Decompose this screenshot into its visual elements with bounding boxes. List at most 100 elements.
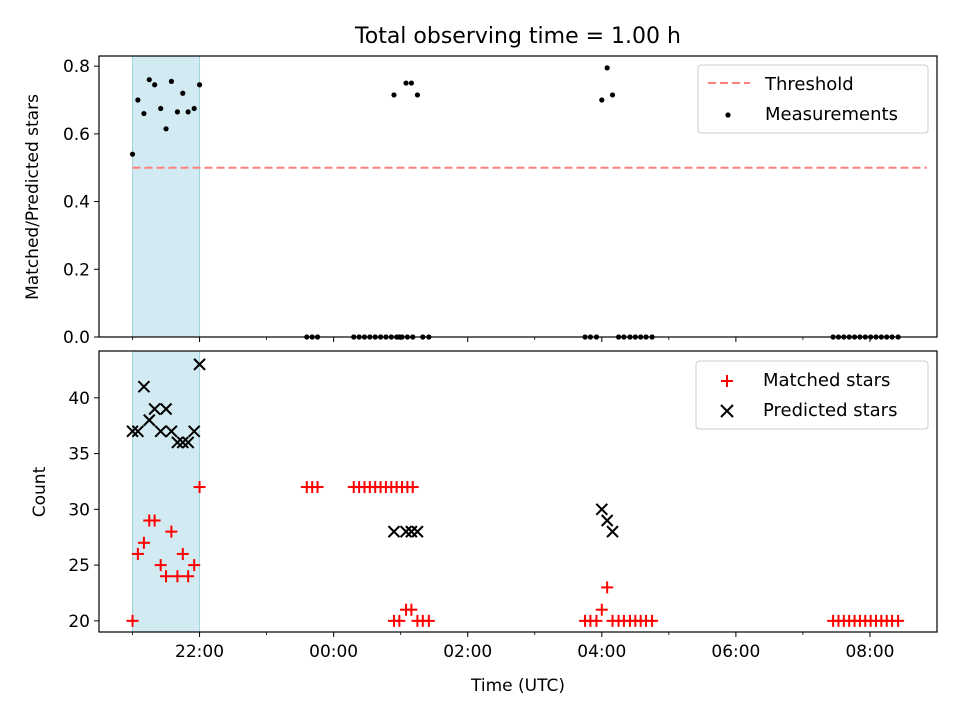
measurement-point: [191, 105, 197, 112]
predicted-star-point: [411, 525, 424, 538]
matched-star-point: [646, 614, 659, 627]
measurement-point: [180, 90, 186, 96]
measurement-point: [185, 109, 191, 115]
measurement-point: [129, 151, 136, 157]
predicted-star-point: [595, 503, 609, 516]
predicted-star-point: [148, 402, 161, 416]
measurements-legend-label: Measurements: [765, 104, 898, 125]
count-shaded-window: [132, 350, 201, 633]
matched-star-point: [601, 581, 614, 594]
predicted-star-point: [154, 425, 167, 438]
matched-star-point: [892, 614, 905, 627]
ratio-y-tick-label: 0.4: [63, 193, 90, 213]
matched-star-points: [126, 481, 905, 627]
predicted-star-point: [126, 425, 139, 438]
ratio-y-axis: 0.0 0.2 0.4 0.6 0.8: [63, 57, 99, 348]
predicted-star-point: [171, 436, 184, 449]
measurement-point: [403, 80, 409, 86]
matched-star-point: [182, 570, 195, 583]
matched-star-point: [406, 481, 419, 494]
measurement-point: [158, 105, 164, 112]
measurement-point: [174, 109, 181, 115]
measurement-point: [391, 92, 397, 98]
measurement-point: [414, 92, 421, 98]
count-x-tick-label: 02:00: [443, 642, 492, 662]
measurement-point: [152, 82, 158, 88]
predicted-star-point: [193, 358, 206, 371]
matched-star-point: [154, 559, 167, 572]
ratio-plot-frame: [98, 55, 938, 338]
matched-star-point: [126, 614, 139, 627]
count-y-label: Count: [30, 466, 50, 517]
predicted-star-point: [165, 425, 178, 438]
measurement-point: [141, 110, 147, 117]
count-panel: 20 25 30 35 40 22:00 00:00 02:00 04:00 06:00 08:0…: [30, 350, 938, 696]
count-x-tick-label: 06:00: [711, 642, 760, 662]
predicted-star-point: [606, 525, 619, 538]
matched-star-point: [188, 559, 201, 572]
matched-star-point: [590, 614, 603, 627]
matched-star-point: [165, 525, 178, 538]
ratio-panel: 0.00.20.40.60.8 Matched/Predicted stars …: [23, 55, 938, 348]
matched-star-point: [148, 514, 161, 527]
count-y-tick-label: 30: [68, 500, 90, 520]
predicted-star-point: [187, 425, 201, 438]
predicted-star-point: [181, 436, 195, 449]
predicted-legend-swatch: [720, 404, 734, 418]
matched-star-point: [160, 570, 173, 583]
ratio-shaded-window: [132, 55, 201, 338]
count-plot-frame: [98, 350, 938, 633]
ratio-legend: Threshold Measurements: [697, 64, 929, 134]
figure-title: Total observing time = 1.00 h: [354, 24, 681, 49]
predicted-star-point: [137, 380, 151, 393]
measurements-legend-swatch: [725, 112, 731, 118]
measurement-point: [168, 78, 175, 84]
count-x-axis: 22:00 00:00 02:00 04:00 06:00 08:00: [132, 632, 894, 662]
matched-star-point: [131, 547, 144, 560]
measurement-point: [135, 97, 141, 103]
matched-star-point: [393, 614, 406, 627]
ratio-x-ticks: [132, 337, 871, 342]
count-x-tick-label: 04:00: [577, 642, 626, 662]
ratio-y-label: Matched/Predicted stars: [23, 94, 43, 300]
matched-legend-swatch: [721, 375, 733, 387]
measurement-point: [408, 80, 415, 86]
predicted-star-point: [399, 525, 413, 538]
measurement-point: [604, 65, 610, 71]
matched-star-point: [193, 481, 206, 494]
matched-star-point: [595, 603, 608, 616]
measurement-point: [163, 126, 169, 132]
measurement-point: [146, 77, 152, 83]
predicted-star-point: [176, 436, 190, 449]
predicted-legend-label: Predicted stars: [763, 400, 897, 421]
ratio-y-tick-label: 0.8: [63, 57, 90, 77]
count-y-tick-label: 35: [68, 445, 90, 465]
matched-star-point: [422, 614, 435, 627]
predicted-star-point: [159, 402, 173, 416]
count-y-tick-label: 25: [68, 556, 90, 576]
predicted-star-points: [126, 358, 619, 538]
ratio-y-tick-label: 0.6: [63, 125, 90, 145]
matched-star-point: [176, 547, 189, 560]
count-x-tick-label: 08:00: [845, 642, 894, 662]
count-x-tick-label: 00:00: [309, 642, 358, 662]
predicted-star-point: [387, 525, 401, 538]
matched-legend-label: Matched stars: [763, 370, 890, 391]
matched-star-point: [137, 536, 150, 549]
count-x-label: Time (UTC): [470, 676, 565, 696]
matched-star-point: [311, 481, 324, 494]
measurement-point: [196, 82, 203, 88]
count-y-tick-label: 20: [68, 612, 90, 632]
count-x-tick-label: 22:00: [175, 642, 224, 662]
matched-star-point: [171, 570, 184, 583]
predicted-star-point: [600, 514, 614, 527]
count-y-axis: 20 25 30 35 40: [68, 389, 99, 632]
threshold-legend-label: Threshold: [764, 74, 854, 95]
predicted-star-point: [143, 413, 156, 427]
predicted-star-point: [131, 425, 145, 438]
measurement-point: [599, 97, 605, 103]
count-legend: Matched stars Predicted stars: [695, 360, 929, 430]
matched-star-point: [405, 603, 418, 616]
measurement-point: [609, 92, 616, 98]
